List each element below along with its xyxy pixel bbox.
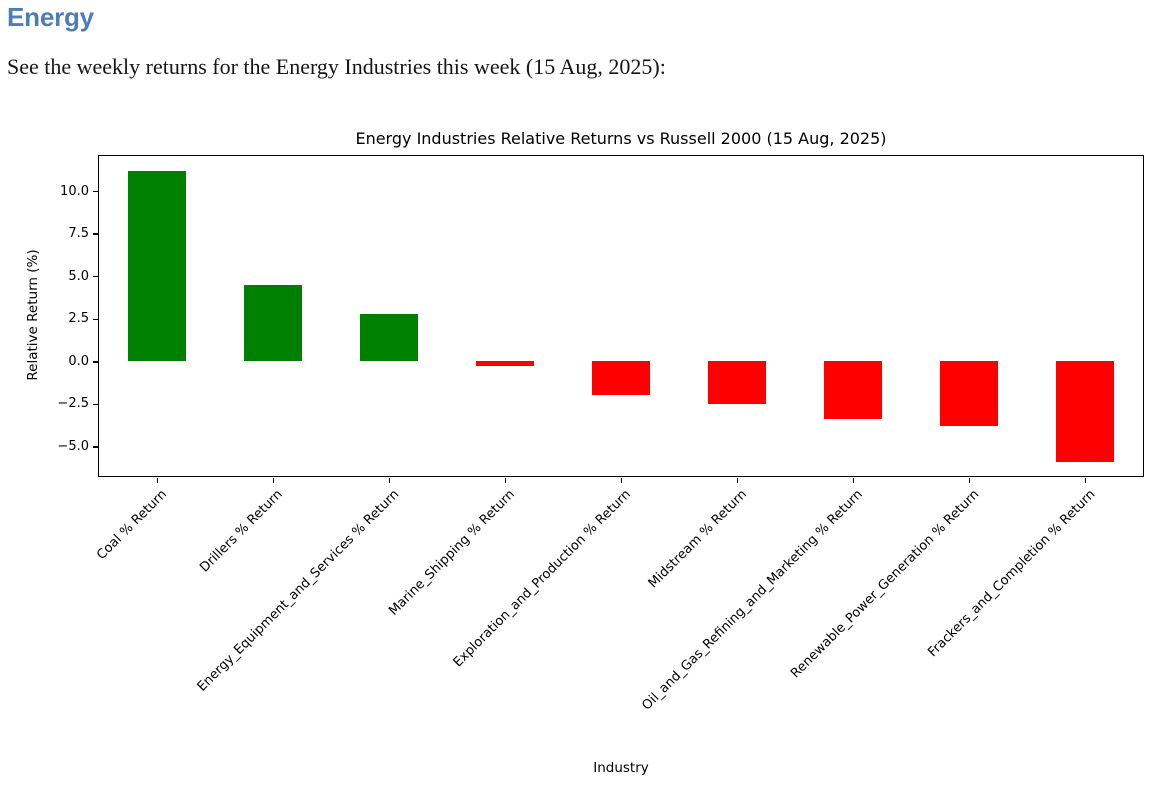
x-tick-label: Midstream % Return xyxy=(645,487,751,592)
x-tick-mark xyxy=(156,478,159,483)
section-heading: Energy xyxy=(7,2,94,32)
x-tick-mark xyxy=(388,478,391,483)
bar-chart: Energy Industries Relative Returns vs Ru… xyxy=(0,120,1150,794)
x-tick-mark xyxy=(852,478,855,483)
x-tick-mark xyxy=(736,478,739,483)
x-tick-label: Energy_Equipment_and_Services % Return xyxy=(194,487,403,695)
bar xyxy=(824,361,882,420)
x-axis-label: Industry xyxy=(593,760,649,776)
y-tick-label: −2.5 xyxy=(57,396,89,412)
y-tick-mark xyxy=(93,318,98,320)
x-tick-label: Marine_Shipping % Return xyxy=(386,487,519,619)
bar xyxy=(592,361,650,396)
bar xyxy=(708,361,766,404)
x-tick-label: Oil_and_Gas_Refining_and_Marketing % Ret… xyxy=(639,487,867,714)
y-tick-mark xyxy=(93,403,98,406)
x-tick-mark xyxy=(504,478,507,483)
x-tick-label: Renewable_Power_Generation % Return xyxy=(787,487,983,682)
y-tick-label: 0.0 xyxy=(68,353,89,369)
y-tick-mark xyxy=(93,361,98,363)
plot-area xyxy=(98,155,1144,477)
intro-text: See the weekly returns for the Energy In… xyxy=(7,54,666,79)
bar xyxy=(940,361,998,427)
y-tick-mark xyxy=(93,446,98,448)
x-tick-label: Drillers % Return xyxy=(197,487,287,576)
bar xyxy=(244,284,302,362)
y-tick-mark xyxy=(93,190,98,193)
x-tick-mark xyxy=(272,478,275,483)
y-tick-mark xyxy=(93,276,98,278)
x-tick-mark xyxy=(620,478,623,483)
bar xyxy=(360,313,418,362)
bar xyxy=(476,361,534,367)
bar xyxy=(128,170,186,362)
x-tick-mark xyxy=(968,478,971,483)
x-tick-label: Coal % Return xyxy=(94,487,171,563)
y-tick-label: 2.5 xyxy=(68,311,89,327)
bar xyxy=(1056,361,1114,462)
y-tick-mark xyxy=(93,233,98,235)
y-tick-label: 5.0 xyxy=(68,268,89,284)
y-tick-label: −5.0 xyxy=(57,439,89,455)
y-tick-label: 7.5 xyxy=(68,226,89,242)
x-tick-mark xyxy=(1084,478,1087,483)
chart-title: Energy Industries Relative Returns vs Ru… xyxy=(355,129,887,148)
y-tick-label: 10.0 xyxy=(60,183,89,199)
